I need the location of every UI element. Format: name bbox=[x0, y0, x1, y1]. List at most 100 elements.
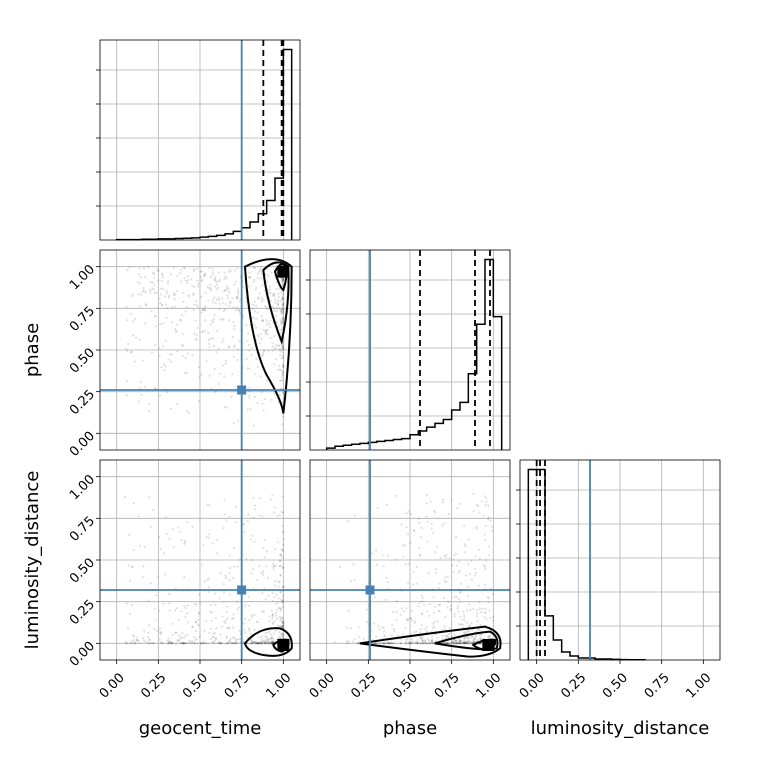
panel-geocent-time-vs-phase-point bbox=[234, 269, 237, 272]
panel-geocent-time-vs-luminosity-distance-point bbox=[169, 640, 172, 644]
panel-phase-vs-luminosity-distance-point bbox=[466, 635, 469, 639]
panel-geocent-time-vs-phase-point bbox=[213, 313, 216, 317]
panel-geocent-time-vs-phase-point bbox=[282, 303, 285, 307]
panel-phase-vs-luminosity-distance-point bbox=[475, 527, 478, 530]
panel-geocent-time-vs-luminosity-distance-point bbox=[139, 544, 142, 547]
panel-phase-vs-luminosity-distance-point bbox=[410, 638, 414, 641]
panel-phase-vs-luminosity-distance-point bbox=[466, 637, 469, 640]
panel-geocent-time-vs-phase-point bbox=[279, 310, 282, 313]
panel-geocent-time-vs-phase-point bbox=[280, 331, 283, 335]
panel-geocent-time-vs-phase-point bbox=[232, 321, 235, 324]
panel-geocent-time-vs-phase-point bbox=[282, 278, 285, 281]
panel-phase-vs-luminosity-distance-point bbox=[459, 623, 462, 626]
panel-geocent-time-vs-phase-point bbox=[282, 364, 285, 367]
panel-phase-vs-luminosity-distance-point bbox=[462, 613, 466, 617]
panel-geocent-time-vs-luminosity-distance-point bbox=[279, 573, 282, 576]
panel-phase-vs-luminosity-distance-point bbox=[487, 545, 491, 548]
panel-geocent-time-vs-phase-point bbox=[279, 329, 282, 332]
panel-geocent-time-vs-luminosity-distance-point bbox=[235, 638, 238, 641]
panel-phase-vs-luminosity-distance-point bbox=[409, 641, 412, 644]
panel-phase-vs-luminosity-distance-point bbox=[452, 570, 455, 573]
panel-geocent-time-vs-phase-point bbox=[254, 288, 257, 291]
panel-geocent-time-vs-phase-point bbox=[265, 280, 269, 283]
xlabel-phase: phase bbox=[383, 718, 437, 739]
panel-geocent-time-vs-luminosity-distance-point bbox=[273, 584, 276, 587]
panel-geocent-time-vs-luminosity-distance-point bbox=[273, 620, 276, 623]
panel-phase-vs-luminosity-distance-point bbox=[458, 639, 461, 643]
panel-geocent-time-vs-luminosity-distance-point bbox=[238, 637, 241, 641]
panel-geocent-time-vs-luminosity-distance-point bbox=[279, 634, 282, 637]
panel-geocent-time-vs-phase-point bbox=[216, 280, 219, 283]
panel-geocent-time-vs-phase-point bbox=[149, 291, 152, 294]
panel-phase-vs-luminosity-distance-point bbox=[478, 557, 481, 560]
panel-geocent-time-vs-phase-point bbox=[253, 300, 257, 303]
panel-geocent-time-vs-luminosity-distance-point bbox=[225, 605, 228, 608]
panel-geocent-time-vs-luminosity-distance-point bbox=[204, 642, 208, 645]
panel-geocent-time-vs-phase-point bbox=[137, 400, 141, 403]
panel-geocent-time-vs-luminosity-distance-point bbox=[263, 642, 266, 645]
panel-geocent-time-vs-phase-point bbox=[264, 397, 267, 401]
panel-geocent-time-vs-luminosity-distance-point bbox=[147, 599, 150, 602]
panel-phase-vs-luminosity-distance-point bbox=[467, 630, 470, 634]
panel-geocent-time-vs-luminosity-distance-point bbox=[132, 638, 135, 642]
panel-phase-vs-luminosity-distance-point bbox=[456, 607, 459, 610]
panel-phase-vs-luminosity-distance-point bbox=[405, 607, 408, 610]
panel-geocent-time-vs-luminosity-distance-point bbox=[132, 501, 135, 505]
panel-geocent-time-vs-luminosity-distance-point bbox=[150, 641, 153, 645]
hist-geocent-time-step bbox=[115, 48, 293, 241]
panel-geocent-time-vs-luminosity-distance-point bbox=[228, 515, 231, 518]
panel-geocent-time-vs-phase-point bbox=[152, 276, 156, 280]
panel-geocent-time-vs-phase-point bbox=[253, 266, 256, 269]
panel-phase-vs-luminosity-distance bbox=[309, 459, 511, 661]
panel-geocent-time-vs-phase-point bbox=[282, 310, 285, 314]
panel-geocent-time-vs-luminosity-distance-point bbox=[141, 576, 144, 579]
panel-geocent-time-vs-luminosity-distance-point bbox=[251, 534, 254, 537]
panel-geocent-time-vs-luminosity-distance-point bbox=[247, 604, 251, 607]
panel-geocent-time-vs-luminosity-distance-point bbox=[130, 640, 133, 643]
panel-geocent-time-vs-phase-point bbox=[245, 339, 248, 342]
panel-phase-vs-luminosity-distance-point bbox=[463, 615, 466, 618]
panel-geocent-time-vs-luminosity-distance-point bbox=[266, 576, 270, 579]
panel-phase-vs-luminosity-distance-point bbox=[416, 642, 419, 645]
panel-geocent-time-vs-phase-point bbox=[207, 331, 210, 335]
panel-geocent-time-vs-phase-point bbox=[195, 299, 198, 302]
panel-geocent-time-vs-luminosity-distance-point bbox=[271, 591, 274, 595]
panel-geocent-time-vs-phase-point bbox=[275, 358, 278, 361]
panel-geocent-time-vs-phase-point bbox=[183, 267, 186, 270]
panel-geocent-time-vs-luminosity-distance-contour-outer bbox=[243, 627, 293, 657]
panel-geocent-time-vs-phase-point bbox=[221, 318, 224, 321]
panel-phase-vs-luminosity-distance-point bbox=[424, 639, 427, 642]
panel-geocent-time-vs-phase-point bbox=[280, 308, 283, 312]
panel-geocent-time-vs-phase-point bbox=[172, 292, 175, 295]
panel-geocent-time-vs-phase-point bbox=[143, 385, 147, 388]
panel-phase-vs-luminosity-distance-point bbox=[467, 639, 471, 643]
panel-phase-vs-luminosity-distance-point bbox=[347, 609, 350, 613]
panel-phase-vs-luminosity-distance-point bbox=[453, 554, 456, 557]
panel-geocent-time-vs-phase-point bbox=[250, 346, 253, 349]
panel-phase-vs-luminosity-distance-point bbox=[473, 640, 476, 644]
panel-geocent-time-vs-luminosity-distance-point bbox=[167, 642, 171, 645]
panel-geocent-time-vs-phase-point bbox=[252, 316, 255, 319]
panel-geocent-time-vs-phase-density-peak bbox=[277, 265, 290, 278]
panel-geocent-time-vs-phase-point bbox=[251, 307, 254, 310]
panel-geocent-time-vs-luminosity-distance-point bbox=[279, 609, 283, 612]
panel-phase-vs-luminosity-distance-point bbox=[476, 612, 479, 615]
panel-geocent-time-vs-luminosity-distance-point bbox=[132, 549, 135, 552]
panel-geocent-time-vs-luminosity-distance-point bbox=[136, 638, 139, 642]
panel-geocent-time-vs-phase-point bbox=[169, 360, 173, 363]
panel-phase-vs-luminosity-distance-point bbox=[492, 616, 495, 619]
panel-geocent-time-vs-luminosity-distance-point bbox=[281, 605, 285, 609]
panel-geocent-time-vs-luminosity-distance-point bbox=[216, 538, 219, 541]
panel-geocent-time-vs-luminosity-distance-point bbox=[280, 625, 284, 628]
panel-phase-vs-luminosity-distance-point bbox=[459, 615, 462, 618]
panel-geocent-time-vs-luminosity-distance-point bbox=[224, 642, 228, 645]
panel-geocent-time-vs-luminosity-distance-point bbox=[279, 624, 282, 628]
panel-geocent-time-vs-phase-point bbox=[169, 273, 172, 276]
panel-phase-vs-luminosity-distance-point bbox=[479, 638, 483, 641]
panel-geocent-time-vs-phase-point bbox=[200, 311, 203, 314]
panel-geocent-time-vs-luminosity-distance-point bbox=[225, 635, 228, 638]
panel-phase-vs-luminosity-distance-point bbox=[388, 642, 391, 645]
panel-geocent-time-vs-luminosity-distance-point bbox=[206, 503, 209, 506]
panel-geocent-time-vs-phase-point bbox=[281, 298, 284, 301]
panel-phase-vs-luminosity-distance-point bbox=[431, 635, 434, 638]
